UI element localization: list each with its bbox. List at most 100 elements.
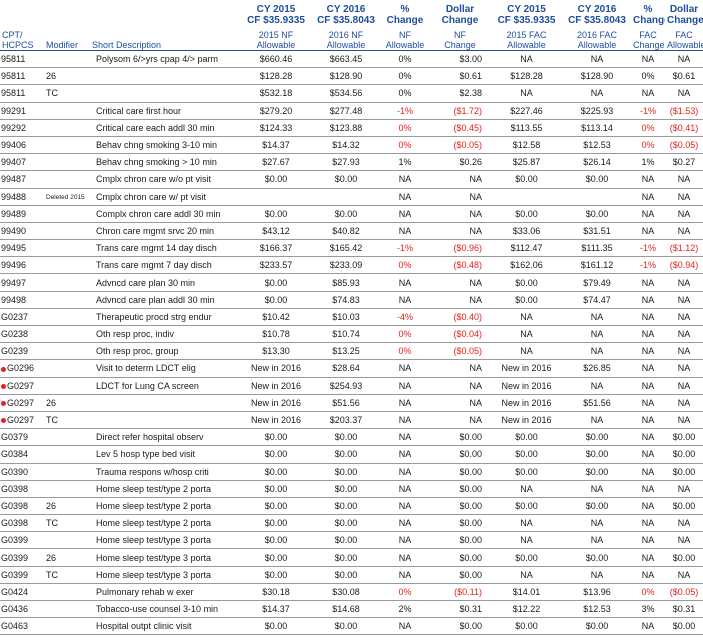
cell-nf-dollar-change: $0.00 xyxy=(430,445,490,464)
cell-fac-pct-change: NA xyxy=(631,222,665,241)
cell-code: 99488 xyxy=(0,188,44,206)
cell-fac-2015: $0.00 xyxy=(490,445,563,464)
cell-fac-dollar-change: NA xyxy=(665,531,703,550)
cell-nf-2016: $165.42 xyxy=(312,239,380,258)
table-row: 99490 Chron care mgmt srvc 20 min $43.12 $4… xyxy=(0,222,703,241)
cell-nf-2016: $203.37 xyxy=(312,411,380,430)
column-header-fac-dollar: FAC Allowable xyxy=(665,26,703,51)
cell-modifier xyxy=(44,205,90,223)
cell-nf-pct-change: NA xyxy=(380,445,430,464)
cell-nf-dollar-change: ($0.04) xyxy=(430,325,490,344)
cell-fac-pct-change: -1% xyxy=(631,239,665,258)
table-row: G0398 Home sleep test/type 2 porta $0.00 $0… xyxy=(0,480,703,498)
cell-fac-pct-change: NA xyxy=(631,291,665,309)
cell-fac-2015: $0.00 xyxy=(490,428,563,447)
cell-modifier xyxy=(44,600,90,619)
cell-description: LDCT for Lung CA screen xyxy=(90,377,240,395)
cell-fac-2016: $0.00 xyxy=(563,205,631,223)
cell-modifier: TC xyxy=(44,514,90,533)
cell-nf-2016: $254.93 xyxy=(312,377,380,395)
cell-modifier: TC xyxy=(44,566,90,584)
cell-nf-dollar-change: $0.00 xyxy=(430,617,490,636)
cell-modifier: 26 xyxy=(44,548,90,567)
cell-fac-pct-change: 0% xyxy=(631,119,665,137)
cell-fac-pct-change: NA xyxy=(631,411,665,430)
cell-nf-2016: $0.00 xyxy=(312,480,380,498)
table-row: G0239 Oth resp proc, group $13.30 $13.25 0%(… xyxy=(0,342,703,361)
column-header-fac-2015: 2015 FAC Allowable xyxy=(490,26,563,51)
cell-code: G0399 xyxy=(0,566,44,584)
column-header-nf-dollar: NF Change xyxy=(430,26,490,51)
table-row: 99496 Trans care mgmt 7 day disch $233.57 $… xyxy=(0,256,703,275)
table-row: 99487 Cmplx chron care w/o pt visit $0.00 $… xyxy=(0,170,703,189)
cell-code: 99490 xyxy=(0,222,44,241)
cell-description: Advncd care plan addl 30 min xyxy=(90,291,240,309)
header-group: %Change xyxy=(633,4,665,26)
cell-nf-2016: $0.00 xyxy=(312,531,380,550)
cell-nf-2016: $128.90 xyxy=(312,67,380,86)
cell-nf-2015: $27.67 xyxy=(240,153,312,172)
cell-nf-2016: $30.08 xyxy=(312,583,380,602)
cell-fac-dollar-change: $0.00 xyxy=(665,428,703,447)
cell-code: G0463 xyxy=(0,617,44,636)
cell-fac-pct-change: NA xyxy=(631,617,665,636)
cell-nf-2015: $660.46 xyxy=(240,50,312,69)
cell-fac-pct-change: NA xyxy=(631,205,665,223)
cell-fac-dollar-change: NA xyxy=(665,291,703,309)
cell-description: Home sleep test/type 3 porta xyxy=(90,566,240,584)
cell-nf-dollar-change: ($0.05) xyxy=(430,342,490,361)
cell-fac-dollar-change: $0.00 xyxy=(665,548,703,567)
cell-code: 99292 xyxy=(0,119,44,137)
cell-fac-2016: NA xyxy=(563,308,631,327)
cell-nf-2015: $532.18 xyxy=(240,84,312,103)
cell-nf-dollar-change: NA xyxy=(430,205,490,223)
cell-fac-2016: $0.00 xyxy=(563,548,631,567)
cell-nf-pct-change: NA xyxy=(380,273,430,292)
cell-nf-2015: $166.37 xyxy=(240,239,312,258)
cell-fac-2015: $162.06 xyxy=(490,256,563,275)
cell-fac-2015: $0.00 xyxy=(490,205,563,223)
cell-fac-pct-change: NA xyxy=(631,342,665,361)
cell-nf-dollar-change: NA xyxy=(430,273,490,292)
cell-fac-2016: $79.49 xyxy=(563,273,631,292)
cell-fac-2015: NA xyxy=(490,50,563,69)
cell-code: 99406 xyxy=(0,136,44,155)
cell-code: G0297 xyxy=(0,377,44,395)
column-header-fac-2016: 2016 FAC Allowable xyxy=(563,26,631,51)
header-group: CY 2015 CF $35.9335 xyxy=(497,4,556,26)
cell-nf-pct-change: 0% xyxy=(380,256,430,275)
cell-nf-2016: $10.03 xyxy=(312,308,380,327)
cell-code: 99407 xyxy=(0,153,44,172)
cell-modifier xyxy=(44,102,90,120)
cell-description: Complx chron care addl 30 min xyxy=(90,205,240,223)
cell-fac-2016: $26.85 xyxy=(563,359,631,378)
cell-nf-2015: $0.00 xyxy=(240,428,312,447)
cell-fac-dollar-change: ($0.05) xyxy=(665,583,703,602)
cell-description: Cmplx chron care w/o pt visit xyxy=(90,170,240,189)
cell-nf-2016: $277.48 xyxy=(312,102,380,120)
cell-modifier xyxy=(44,480,90,498)
cell-description: Polysom 6/>yrs cpap 4/> parm xyxy=(90,50,240,69)
header-group: CY 2016 CF $35.8043 xyxy=(568,4,626,26)
cell-fac-pct-change: 1% xyxy=(631,153,665,172)
cell-nf-2016: $663.45 xyxy=(312,50,380,69)
cell-nf-pct-change: NA xyxy=(380,222,430,241)
cell-nf-2015: $233.57 xyxy=(240,256,312,275)
cell-description: Behav chng smoking > 10 min xyxy=(90,153,240,172)
cell-fac-2015: $0.00 xyxy=(490,548,563,567)
cell-modifier xyxy=(44,119,90,137)
cell-nf-pct-change: NA xyxy=(380,377,430,395)
cell-fac-dollar-change: $0.31 xyxy=(665,600,703,619)
cell-fac-2015: New in 2016 xyxy=(490,394,563,412)
cell-code: 99497 xyxy=(0,273,44,292)
cell-fac-pct-change: NA xyxy=(631,273,665,292)
cell-fac-2015: NA xyxy=(490,325,563,344)
cell-code: 99498 xyxy=(0,291,44,309)
cell-nf-dollar-change: NA xyxy=(430,359,490,378)
new-code-marker-icon xyxy=(1,383,6,389)
cell-description: Home sleep test/type 3 porta xyxy=(90,548,240,567)
cell-fac-2015: $227.46 xyxy=(490,102,563,120)
table-row: G0463 Hospital outpt clinic visit $0.00 $0.… xyxy=(0,617,703,636)
cell-fac-2015: NA xyxy=(490,531,563,550)
cell-nf-2016: $0.00 xyxy=(312,548,380,567)
